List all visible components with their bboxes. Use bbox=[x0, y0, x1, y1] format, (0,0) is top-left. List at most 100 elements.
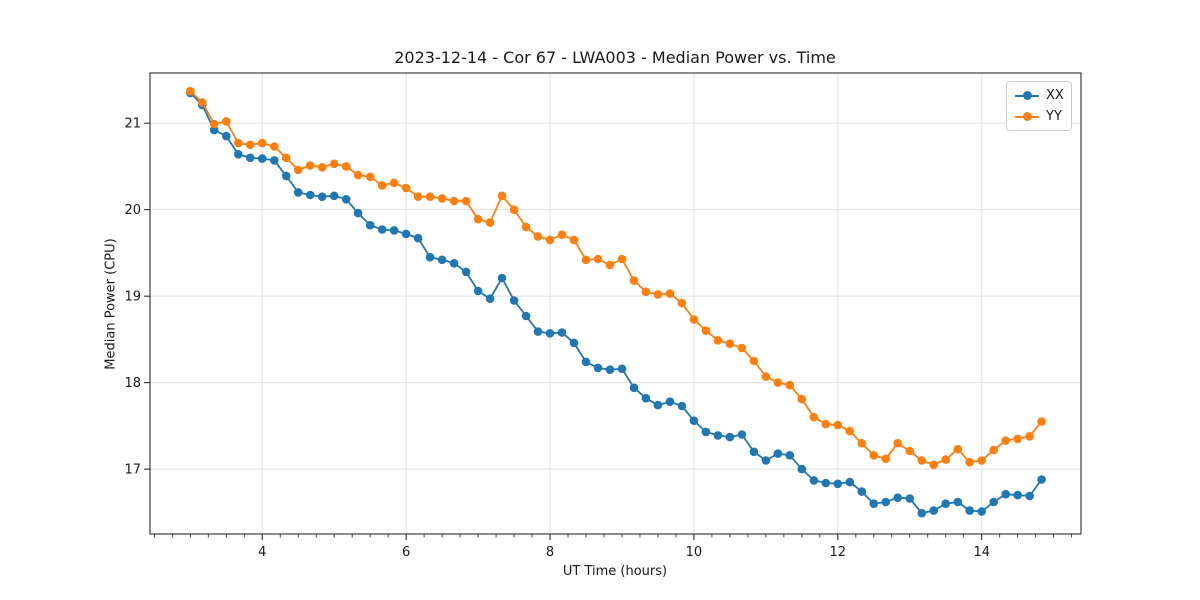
data-point-yy bbox=[941, 455, 950, 464]
axes-frame bbox=[149, 72, 1082, 535]
data-point-yy bbox=[917, 456, 927, 465]
data-point-xx bbox=[821, 478, 831, 488]
x-tick-label: 6 bbox=[402, 545, 410, 560]
x-tick-label: 10 bbox=[686, 545, 703, 560]
data-point-yy bbox=[198, 98, 207, 107]
data-point-yy bbox=[785, 380, 795, 390]
data-point-xx bbox=[281, 171, 291, 181]
y-tick-label: 21 bbox=[124, 117, 141, 132]
data-point-yy bbox=[209, 119, 219, 129]
legend-item-xx: XX bbox=[1015, 87, 1064, 104]
data-point-xx bbox=[437, 255, 447, 265]
y-tick-label: 18 bbox=[124, 376, 141, 391]
data-point-yy bbox=[665, 289, 675, 298]
data-point-xx bbox=[809, 476, 819, 485]
series-line-yy bbox=[189, 90, 1043, 466]
data-point-yy bbox=[509, 205, 519, 214]
data-point-xx bbox=[557, 328, 567, 337]
data-point-yy bbox=[761, 372, 771, 381]
data-point-xx bbox=[257, 154, 267, 163]
legend-marker-xx bbox=[1015, 91, 1039, 100]
data-point-xx bbox=[209, 125, 219, 135]
data-point-yy bbox=[305, 161, 315, 170]
data-point-yy bbox=[833, 420, 843, 430]
data-point-xx bbox=[893, 493, 902, 503]
data-point-xx bbox=[845, 477, 855, 487]
data-point-xx bbox=[965, 506, 974, 515]
data-point-yy bbox=[365, 172, 375, 182]
data-point-yy bbox=[270, 142, 279, 151]
data-point-xx bbox=[473, 286, 483, 296]
data-point-yy bbox=[353, 170, 363, 180]
data-point-xx bbox=[977, 507, 986, 516]
x-tick-label: 12 bbox=[830, 545, 847, 560]
data-point-yy bbox=[401, 183, 411, 193]
legend-dot-icon bbox=[1022, 112, 1032, 121]
data-point-xx bbox=[329, 191, 339, 201]
data-point-xx bbox=[605, 365, 615, 375]
data-point-yy bbox=[881, 454, 891, 464]
data-point-yy bbox=[545, 235, 555, 245]
data-point-yy bbox=[809, 412, 819, 422]
data-point-xx bbox=[305, 190, 315, 200]
data-point-yy bbox=[617, 254, 627, 264]
data-point-xx bbox=[425, 252, 435, 262]
data-point-yy bbox=[497, 191, 507, 201]
data-point-yy bbox=[581, 255, 591, 265]
data-point-xx bbox=[593, 363, 603, 373]
data-point-xx bbox=[653, 400, 663, 410]
data-point-xx bbox=[270, 156, 279, 165]
data-point-xx bbox=[857, 487, 867, 496]
data-point-yy bbox=[773, 378, 783, 387]
data-point-yy bbox=[845, 426, 855, 436]
data-point-xx bbox=[725, 432, 735, 442]
data-point-xx bbox=[677, 401, 687, 411]
data-point-xx bbox=[785, 451, 795, 460]
data-point-xx bbox=[389, 226, 399, 235]
data-point-xx bbox=[521, 311, 531, 321]
data-point-yy bbox=[281, 153, 291, 163]
data-point-yy bbox=[329, 159, 339, 169]
data-point-xx bbox=[941, 499, 950, 509]
y-tick-label: 17 bbox=[124, 463, 141, 478]
data-point-xx bbox=[773, 449, 783, 458]
data-point-xx bbox=[569, 338, 579, 348]
data-point-yy bbox=[222, 117, 231, 126]
data-point-xx bbox=[713, 431, 723, 440]
x-tick-label: 4 bbox=[258, 545, 266, 560]
x-tick-label: 8 bbox=[546, 545, 554, 560]
data-point-yy bbox=[293, 165, 303, 175]
legend-label-xx: XX bbox=[1046, 88, 1064, 103]
data-point-yy bbox=[977, 456, 986, 465]
data-point-yy bbox=[737, 343, 747, 353]
data-point-yy bbox=[953, 444, 963, 454]
data-point-xx bbox=[377, 225, 387, 234]
data-point-xx bbox=[401, 229, 411, 239]
data-point-xx bbox=[953, 497, 963, 507]
data-point-xx bbox=[641, 393, 651, 403]
data-point-xx bbox=[1013, 490, 1022, 500]
data-point-yy bbox=[317, 163, 327, 172]
data-point-yy bbox=[821, 419, 831, 429]
data-point-yy bbox=[713, 336, 723, 345]
data-point-yy bbox=[377, 181, 387, 190]
data-point-yy bbox=[521, 222, 531, 232]
data-point-xx bbox=[234, 150, 243, 159]
data-point-yy bbox=[449, 196, 459, 206]
data-point-yy bbox=[341, 162, 351, 171]
data-point-xx bbox=[749, 447, 759, 457]
data-point-xx bbox=[989, 497, 998, 507]
data-point-yy bbox=[893, 438, 902, 448]
data-point-yy bbox=[965, 457, 974, 467]
data-point-xx bbox=[485, 294, 495, 304]
data-point-xx bbox=[917, 508, 927, 518]
chart-title: 2023-12-14 - Cor 67 - LWA003 - Median Po… bbox=[394, 48, 836, 67]
data-point-xx bbox=[617, 364, 627, 374]
data-point-yy bbox=[689, 315, 699, 324]
data-point-yy bbox=[437, 194, 447, 203]
data-point-yy bbox=[653, 290, 663, 299]
data-point-yy bbox=[869, 451, 879, 460]
data-point-yy bbox=[749, 356, 759, 366]
x-tick-label: 14 bbox=[973, 545, 990, 560]
